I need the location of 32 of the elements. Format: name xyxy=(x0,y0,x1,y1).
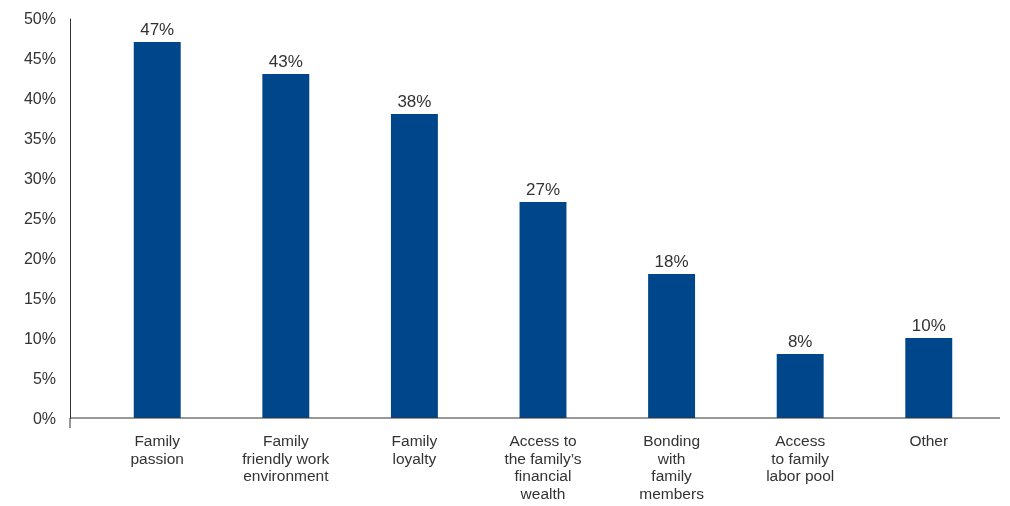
y-tick-label: 15% xyxy=(23,289,56,307)
bar xyxy=(390,114,438,418)
y-tick-label: 25% xyxy=(23,209,56,227)
y-tick-label: 45% xyxy=(23,49,56,67)
data-label: 18% xyxy=(654,252,689,271)
bar xyxy=(648,274,696,418)
data-label: 8% xyxy=(787,332,813,351)
data-label: 10% xyxy=(911,316,946,335)
bar xyxy=(905,338,953,418)
y-tick-label: 10% xyxy=(23,329,56,347)
x-tick-label: Other xyxy=(909,432,949,449)
x-tick-label: Access to the family’s financial wealth xyxy=(504,432,582,502)
data-label: 38% xyxy=(397,92,432,111)
y-tick-label: 30% xyxy=(23,169,56,187)
x-tick-label: Family friendly work environment xyxy=(242,432,330,484)
data-label: 27% xyxy=(525,180,561,199)
bar xyxy=(262,74,310,418)
data-label: 43% xyxy=(268,52,303,71)
y-tick-label: 20% xyxy=(23,249,56,267)
x-tick-label: Family passion xyxy=(130,432,184,467)
x-tick-label: Access to family labor pool xyxy=(766,432,835,484)
x-tick-label: Bonding with family members xyxy=(639,432,705,502)
bar xyxy=(519,202,567,418)
y-tick-label: 5% xyxy=(32,369,56,387)
y-tick-label: 50% xyxy=(23,9,56,27)
x-tick-label: Family loyalty xyxy=(391,432,438,467)
data-label: 47% xyxy=(140,20,175,39)
y-tick-label: 40% xyxy=(23,89,56,107)
y-tick-label: 0% xyxy=(32,409,56,427)
bar xyxy=(133,42,181,418)
y-tick-label: 35% xyxy=(23,129,56,147)
bar xyxy=(776,354,824,418)
